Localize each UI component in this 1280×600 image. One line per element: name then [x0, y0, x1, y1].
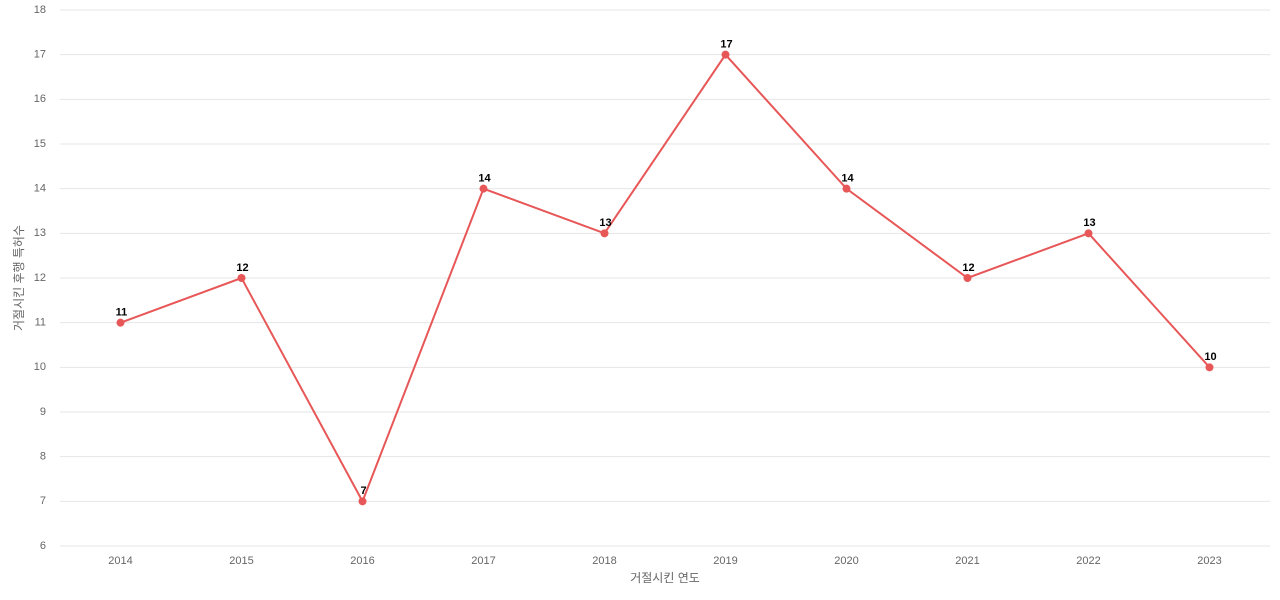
data-label: 12	[236, 262, 248, 274]
data-label: 11	[116, 307, 128, 319]
x-tick-label: 2014	[108, 555, 132, 567]
y-axis-title: 거절시킨 후행 특허수	[11, 225, 26, 331]
data-point	[963, 274, 972, 282]
data-label: 13	[1083, 217, 1095, 229]
y-tick-label: 10	[34, 361, 46, 373]
data-point	[237, 274, 246, 282]
data-label: 14	[478, 173, 491, 185]
x-tick-label: 2022	[1076, 555, 1100, 567]
data-label: 17	[720, 39, 732, 51]
y-tick-label: 6	[40, 540, 46, 552]
x-tick-label: 2016	[350, 555, 374, 567]
data-point	[1205, 363, 1214, 372]
data-point	[600, 229, 609, 238]
y-tick-label: 16	[34, 93, 46, 105]
x-tick-label: 2020	[834, 555, 858, 567]
x-axis-title: 거절시킨 연도	[630, 571, 700, 585]
data-label: 10	[1204, 351, 1216, 363]
data-label: 14	[841, 173, 854, 185]
data-point	[1084, 229, 1093, 238]
y-tick-label: 15	[34, 138, 46, 150]
y-tick-label: 12	[34, 272, 46, 284]
x-tick-label: 2015	[229, 555, 253, 567]
x-tick-label: 2018	[592, 555, 616, 567]
y-tick-label: 18	[34, 4, 46, 16]
y-tick-label: 13	[34, 227, 46, 239]
y-tick-label: 11	[35, 317, 46, 329]
x-tick-label: 2017	[471, 555, 495, 567]
y-tick-label: 8	[40, 451, 46, 463]
x-tick-label: 2023	[1197, 555, 1221, 567]
data-point	[358, 497, 367, 506]
y-tick-label: 9	[40, 406, 46, 418]
x-tick-label: 2021	[955, 555, 979, 567]
data-label: 13	[599, 217, 611, 229]
data-point	[842, 184, 851, 193]
x-tick-label: 2019	[713, 555, 737, 567]
data-point	[116, 318, 125, 327]
y-tick-label: 7	[40, 495, 46, 507]
data-label: 12	[962, 262, 974, 274]
data-line	[120, 53, 1211, 504]
y-tick-label: 17	[34, 49, 46, 61]
data-point	[721, 50, 730, 59]
y-tick-label: 14	[34, 183, 46, 195]
data-label: 7	[360, 485, 366, 497]
data-point	[479, 184, 488, 193]
